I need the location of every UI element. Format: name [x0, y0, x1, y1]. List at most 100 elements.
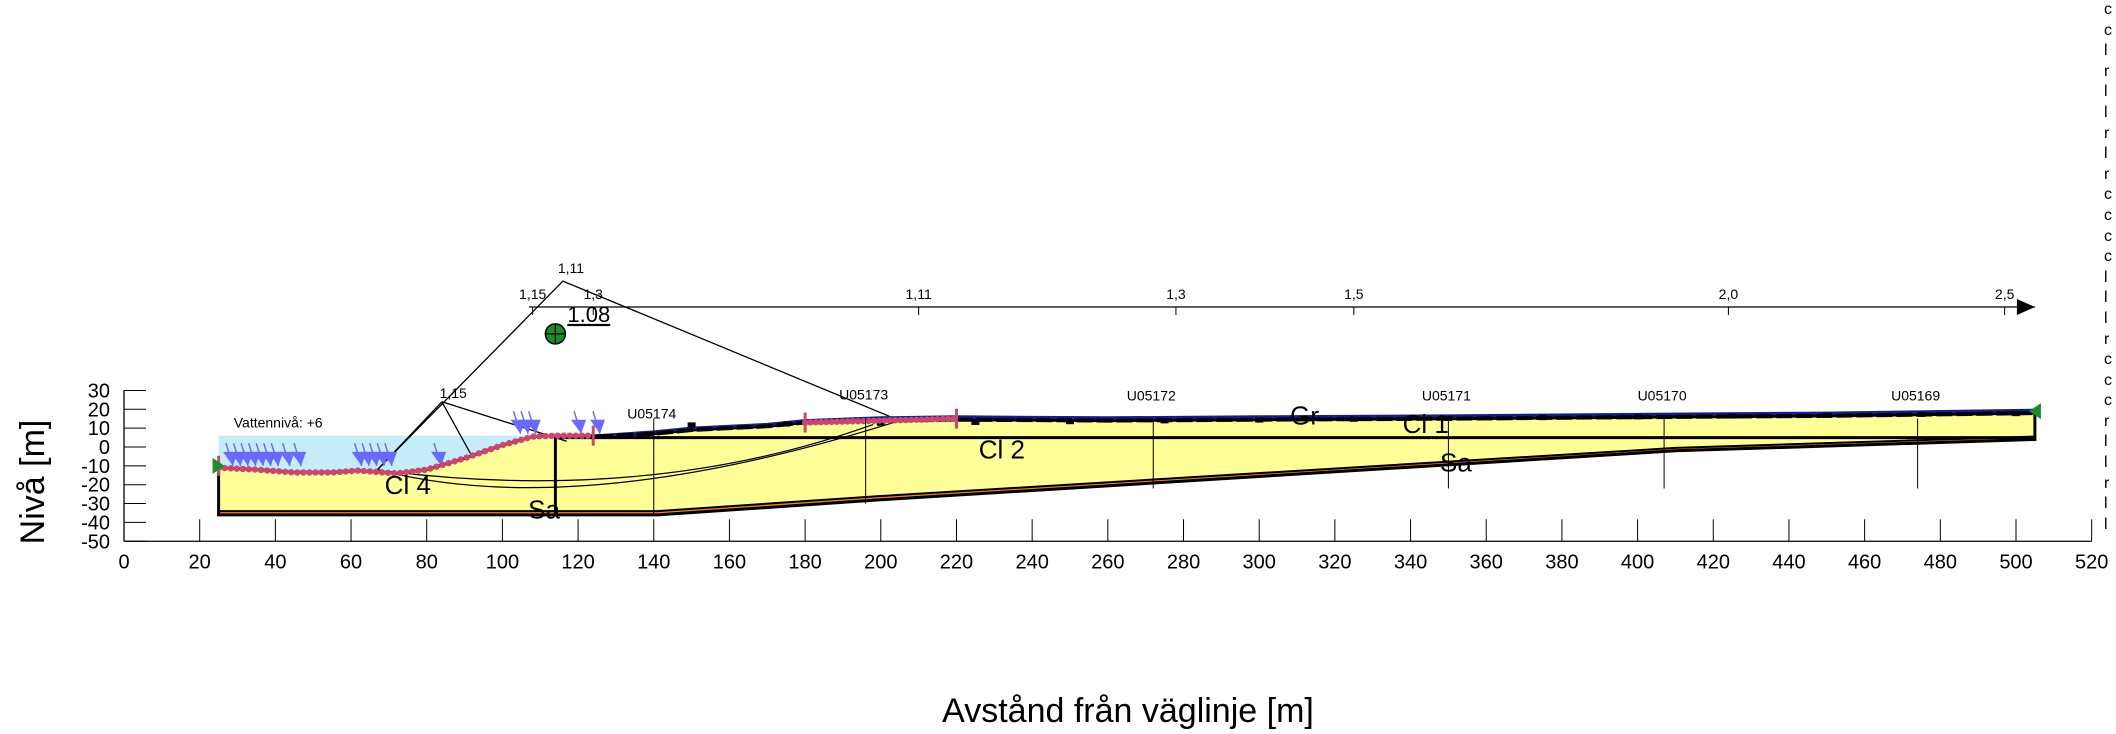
apex-fos-label: 1,11: [558, 260, 584, 276]
strip-char: l: [2104, 309, 2108, 327]
radius-tick-label: 1,11: [906, 286, 932, 302]
load-arrow: [291, 443, 307, 467]
road-marker: [2012, 411, 2020, 417]
soil-label-gr: Gr: [1290, 400, 1319, 430]
road-marker: [1160, 418, 1169, 424]
slip-arc-outer: [377, 420, 900, 489]
x-tick-label: 500: [1999, 551, 2032, 573]
x-tick-label: 120: [561, 551, 594, 573]
borehole-label: U05173: [839, 387, 888, 403]
road-marker: [1066, 419, 1074, 425]
axes: 0 20 40 60 80 100 120 140 160 180 200 220 240 260 280 3…: [81, 380, 2108, 573]
strip-char: r: [2104, 124, 2110, 142]
strip-char: c: [2104, 248, 2112, 266]
x-tick-label: 60: [340, 551, 362, 573]
strip-char: c: [2104, 1, 2112, 18]
x-tick-label: 360: [1470, 551, 1503, 573]
load-arrow: [571, 410, 587, 435]
x-tick-label: 200: [864, 551, 897, 573]
slip-center-marker: [544, 323, 567, 345]
x-tick-label: 220: [940, 551, 973, 573]
radius-tick-label: 1,15: [519, 286, 546, 302]
borehole-label: U05172: [1127, 387, 1176, 403]
x-tick-label: 80: [416, 551, 438, 573]
borehole-label: U05170: [1638, 387, 1687, 403]
radius-scale-labels: 1,15 1,3 1,11 1,3 1,5 2,0 2,5: [519, 286, 2035, 315]
branch-fos-label: 1,15: [440, 385, 467, 401]
y-tick-label: 10: [88, 418, 110, 440]
x-tick-label: 140: [637, 551, 670, 573]
borehole-lines: [653, 418, 1919, 515]
road-marker: [687, 422, 696, 428]
strip-char: r: [2104, 165, 2110, 183]
borehole-label: U05171: [1422, 387, 1471, 403]
y-tick-label: -50: [81, 531, 110, 553]
strip-char: l: [2104, 83, 2108, 101]
y-tick-label: -40: [81, 512, 110, 534]
x-axis-title: Avstånd från väglinje [m]: [942, 692, 1314, 730]
y-tick-label: -30: [81, 494, 110, 516]
radius-scale-arrow: [2016, 299, 2035, 315]
strip-char: c: [2104, 227, 2112, 245]
y-tick-label: 20: [88, 399, 110, 421]
strip-char: r: [2104, 474, 2110, 492]
x-tick-label: 380: [1545, 551, 1578, 573]
road-marker: [1539, 415, 1547, 421]
soil-label-sa-left: Sa: [528, 495, 560, 525]
soil-label-cl1: Cl 1: [1403, 409, 1449, 439]
x-tick-label: 320: [1318, 551, 1351, 573]
x-tick-label: 20: [189, 551, 211, 573]
x-tick-label: 160: [713, 551, 746, 573]
load-arrows: [222, 410, 605, 467]
load-arrow: [381, 443, 397, 467]
strip-char: c: [2104, 371, 2112, 389]
strip-char: c: [2104, 21, 2112, 39]
strip-char: c: [2104, 392, 2112, 410]
x-tick-label: 180: [788, 551, 821, 573]
x-tick-label: 480: [1924, 551, 1957, 573]
strip-char: l: [2104, 268, 2108, 286]
x-tick-label: 260: [1091, 551, 1124, 573]
slip-surface-lines: [377, 280, 900, 489]
strip-char: l: [2104, 42, 2108, 60]
slip-triangle-line: [377, 280, 900, 471]
strip-char: l: [2104, 103, 2108, 121]
strip-char: l: [2104, 454, 2108, 472]
load-arrow: [590, 410, 605, 435]
road-marker: [782, 421, 791, 427]
model-boundary-line: [217, 413, 2037, 517]
x-tick-label: 40: [264, 551, 286, 573]
radius-tick-label: 2,5: [1995, 286, 2015, 302]
soil-label-cl4: Cl 4: [385, 470, 431, 500]
load-arrow: [268, 443, 284, 467]
y-tick-label: -20: [81, 475, 110, 497]
x-tick-label: 280: [1167, 551, 1200, 573]
slip-branch-line-2: [441, 401, 473, 457]
y-tick-label: -10: [81, 456, 110, 478]
right-end-marker: [2028, 403, 2041, 420]
strip-char: l: [2104, 145, 2108, 163]
x-tick-label: 440: [1772, 551, 1805, 573]
x-tick-label: 460: [1848, 551, 1881, 573]
borehole-label: U05174: [627, 405, 676, 421]
strip-char: l: [2104, 515, 2108, 533]
soil-label-cl2: Cl 2: [979, 434, 1025, 464]
x-tick-label: 420: [1697, 551, 1730, 573]
x-tick-label: 400: [1621, 551, 1654, 573]
x-tick-label: 0: [118, 551, 129, 573]
strip-char: c: [2104, 351, 2112, 369]
strip-char: l: [2104, 495, 2108, 513]
y-axis-title: Nivå [m]: [14, 420, 52, 545]
strip-char: l: [2104, 289, 2108, 307]
road-marker: [1728, 413, 1737, 419]
strip-char: c: [2104, 206, 2112, 224]
road-marker: [1633, 414, 1642, 420]
strip-char: l: [2104, 433, 2108, 451]
road-marker: [1822, 412, 1831, 418]
clay-layer: [218, 413, 2035, 515]
road-marker: [971, 419, 980, 425]
strip-char: r: [2104, 62, 2110, 80]
slip-arc-inner: [388, 423, 874, 482]
